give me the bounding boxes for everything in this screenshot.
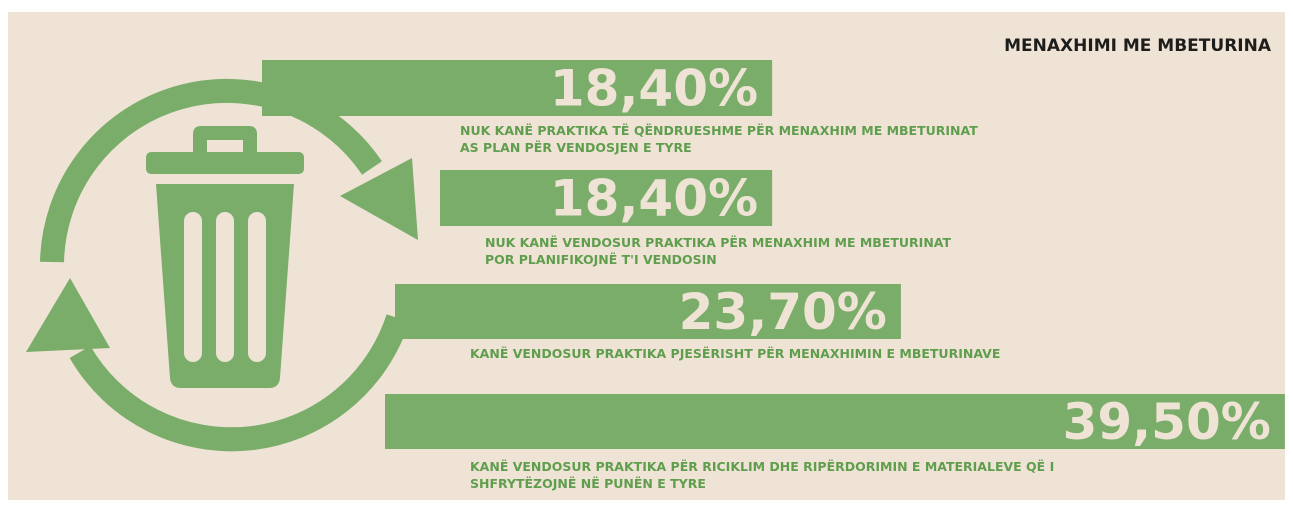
value-label: 23,70% [679, 283, 887, 341]
trash-slots [184, 212, 266, 362]
category-label: KANË VENDOSUR PRAKTIKA PËR RICIKLIM DHE … [470, 459, 1055, 491]
arrow-head [26, 278, 110, 352]
bar [385, 394, 1285, 449]
bar [262, 60, 773, 116]
value-label: 18,40% [550, 60, 758, 118]
category-label: NUK KANË PRAKTIKA TË QËNDRUESHME PËR MEN… [460, 123, 978, 155]
title: MENAXHIMI ME MBETURINA [1004, 36, 1271, 56]
value-label: 39,50% [1063, 393, 1271, 451]
category-label: KANË VENDOSUR PRAKTIKA PJESËRISHT PËR ME… [470, 346, 1001, 361]
category-label: NUK KANË VENDOSUR PRAKTIKA PËR MENAXHIM … [485, 235, 952, 267]
bar [395, 284, 901, 339]
recycle-arrows [40, 78, 410, 452]
value-label: 18,40% [550, 170, 758, 228]
arrow-head [340, 158, 418, 240]
bar [440, 170, 773, 226]
